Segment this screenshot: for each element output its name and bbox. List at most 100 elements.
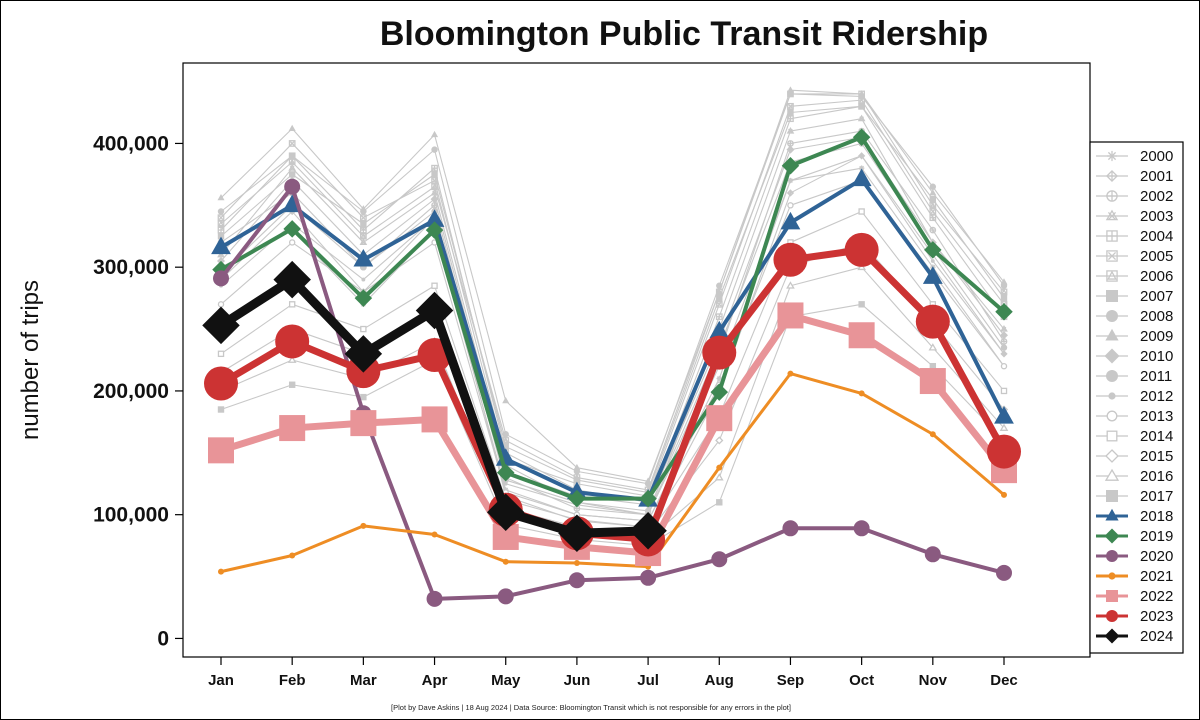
- legend-item-2017: 2017: [1096, 488, 1173, 505]
- data-point-2014: [217, 350, 225, 358]
- series-line-2000: [220, 167, 1005, 522]
- data-point-2019: [425, 221, 444, 239]
- data-point-2007: [573, 476, 581, 484]
- data-point-2013: [787, 202, 794, 209]
- data-point-2022: [279, 415, 306, 442]
- data-point-2007: [288, 171, 296, 178]
- legend-label: 2006: [1140, 268, 1173, 285]
- data-point-2004: [217, 226, 225, 234]
- data-point-2023: [275, 324, 310, 359]
- series-line-2019: [220, 135, 1006, 501]
- data-point-2018: [922, 266, 943, 284]
- data-point-2017: [288, 381, 296, 388]
- legend-label: 2021: [1140, 568, 1173, 585]
- data-point-2021: [787, 370, 794, 377]
- data-point-2006: [502, 436, 510, 444]
- legend-item-2000: 2000: [1096, 148, 1173, 165]
- data-point-2019: [568, 489, 586, 508]
- series-2019: [212, 128, 1013, 508]
- data-point-2008: [929, 183, 937, 190]
- legend-label: 2024: [1140, 628, 1173, 645]
- data-point-2007: [360, 220, 367, 228]
- data-point-2014: [431, 282, 438, 289]
- legend-label: 2003: [1140, 208, 1173, 225]
- data-point-2018: [353, 248, 374, 267]
- data-point-2019: [283, 220, 301, 238]
- data-point-2007: [858, 103, 865, 110]
- data-point-2005: [288, 140, 296, 147]
- legend-item-2004: 2004: [1096, 228, 1173, 245]
- legend-item-2006: 2006: [1096, 268, 1173, 285]
- x-tick-label: Apr: [422, 672, 448, 689]
- data-point-2012: [859, 153, 864, 158]
- data-point-2006: [217, 220, 225, 228]
- legend-marker: [1105, 169, 1119, 183]
- series-line-2018: [219, 177, 1006, 502]
- data-point-2016: [786, 281, 795, 289]
- data-point-2008: [431, 146, 438, 153]
- data-point-2021: [502, 558, 509, 565]
- data-point-2005: [929, 208, 937, 215]
- data-point-2020: [426, 590, 443, 607]
- legend-item-2021: 2021: [1096, 568, 1173, 585]
- data-point-2020: [497, 588, 514, 605]
- series-line-2009: [220, 89, 1005, 482]
- legend-marker: [1106, 270, 1118, 282]
- x-tick-label: Mar: [350, 672, 377, 689]
- series-line-2014: [220, 210, 1005, 528]
- data-point-2010: [786, 145, 795, 154]
- data-point-2017: [217, 406, 225, 413]
- legend-label: 2022: [1140, 588, 1173, 605]
- series-layer: [202, 86, 1021, 607]
- x-tick-label: Aug: [705, 672, 734, 689]
- data-point-2003: [857, 114, 866, 122]
- legend-item-2015: 2015: [1096, 448, 1173, 465]
- x-tick-label: Jul: [637, 672, 659, 689]
- series-line-2002: [220, 130, 1005, 516]
- data-point-2024: [202, 306, 240, 345]
- legend-item-2008: 2008: [1096, 308, 1173, 325]
- data-point-2007: [787, 109, 794, 116]
- data-point-2021: [929, 431, 936, 438]
- series-2022: [208, 302, 1017, 567]
- data-point-2007: [217, 233, 225, 240]
- legend-item-2003: 2003: [1096, 208, 1173, 225]
- legend-label: 2020: [1140, 548, 1173, 565]
- data-point-2017: [858, 301, 865, 308]
- data-point-2024: [344, 335, 383, 373]
- series-line-2017: [220, 303, 1005, 547]
- legend-label: 2000: [1140, 148, 1173, 165]
- data-point-2007: [716, 294, 723, 302]
- data-point-2020: [782, 520, 799, 537]
- data-point-2016: [928, 343, 938, 351]
- series-line-2012: [220, 155, 1005, 516]
- data-point-2020: [640, 569, 657, 586]
- legend-marker: [1108, 572, 1116, 580]
- data-point-2007: [502, 443, 509, 450]
- data-point-2020: [213, 270, 229, 287]
- series-2021: [218, 370, 1007, 575]
- data-point-2023: [915, 304, 950, 339]
- data-point-2022: [848, 322, 875, 349]
- legend-marker: [1104, 528, 1120, 544]
- legend-item-2009: 2009: [1096, 328, 1173, 345]
- data-point-2020: [924, 546, 941, 563]
- data-point-2000: [716, 375, 722, 382]
- data-point-2022: [421, 406, 448, 433]
- data-point-2014: [858, 208, 865, 215]
- data-point-2017: [929, 362, 937, 370]
- legend-item-2005: 2005: [1096, 248, 1173, 265]
- data-point-2009: [431, 130, 439, 138]
- data-point-2019: [852, 128, 871, 146]
- series-line-2008: [220, 93, 1005, 485]
- data-point-2018: [709, 320, 730, 339]
- legend-marker: [1104, 348, 1120, 364]
- legend-marker: [1106, 590, 1118, 602]
- legend-marker: [1106, 410, 1118, 422]
- data-point-2009: [644, 477, 652, 484]
- data-point-2004: [929, 214, 937, 222]
- data-point-2020: [711, 551, 728, 568]
- series-line-2001: [220, 155, 1005, 528]
- series-2015: [216, 238, 1009, 538]
